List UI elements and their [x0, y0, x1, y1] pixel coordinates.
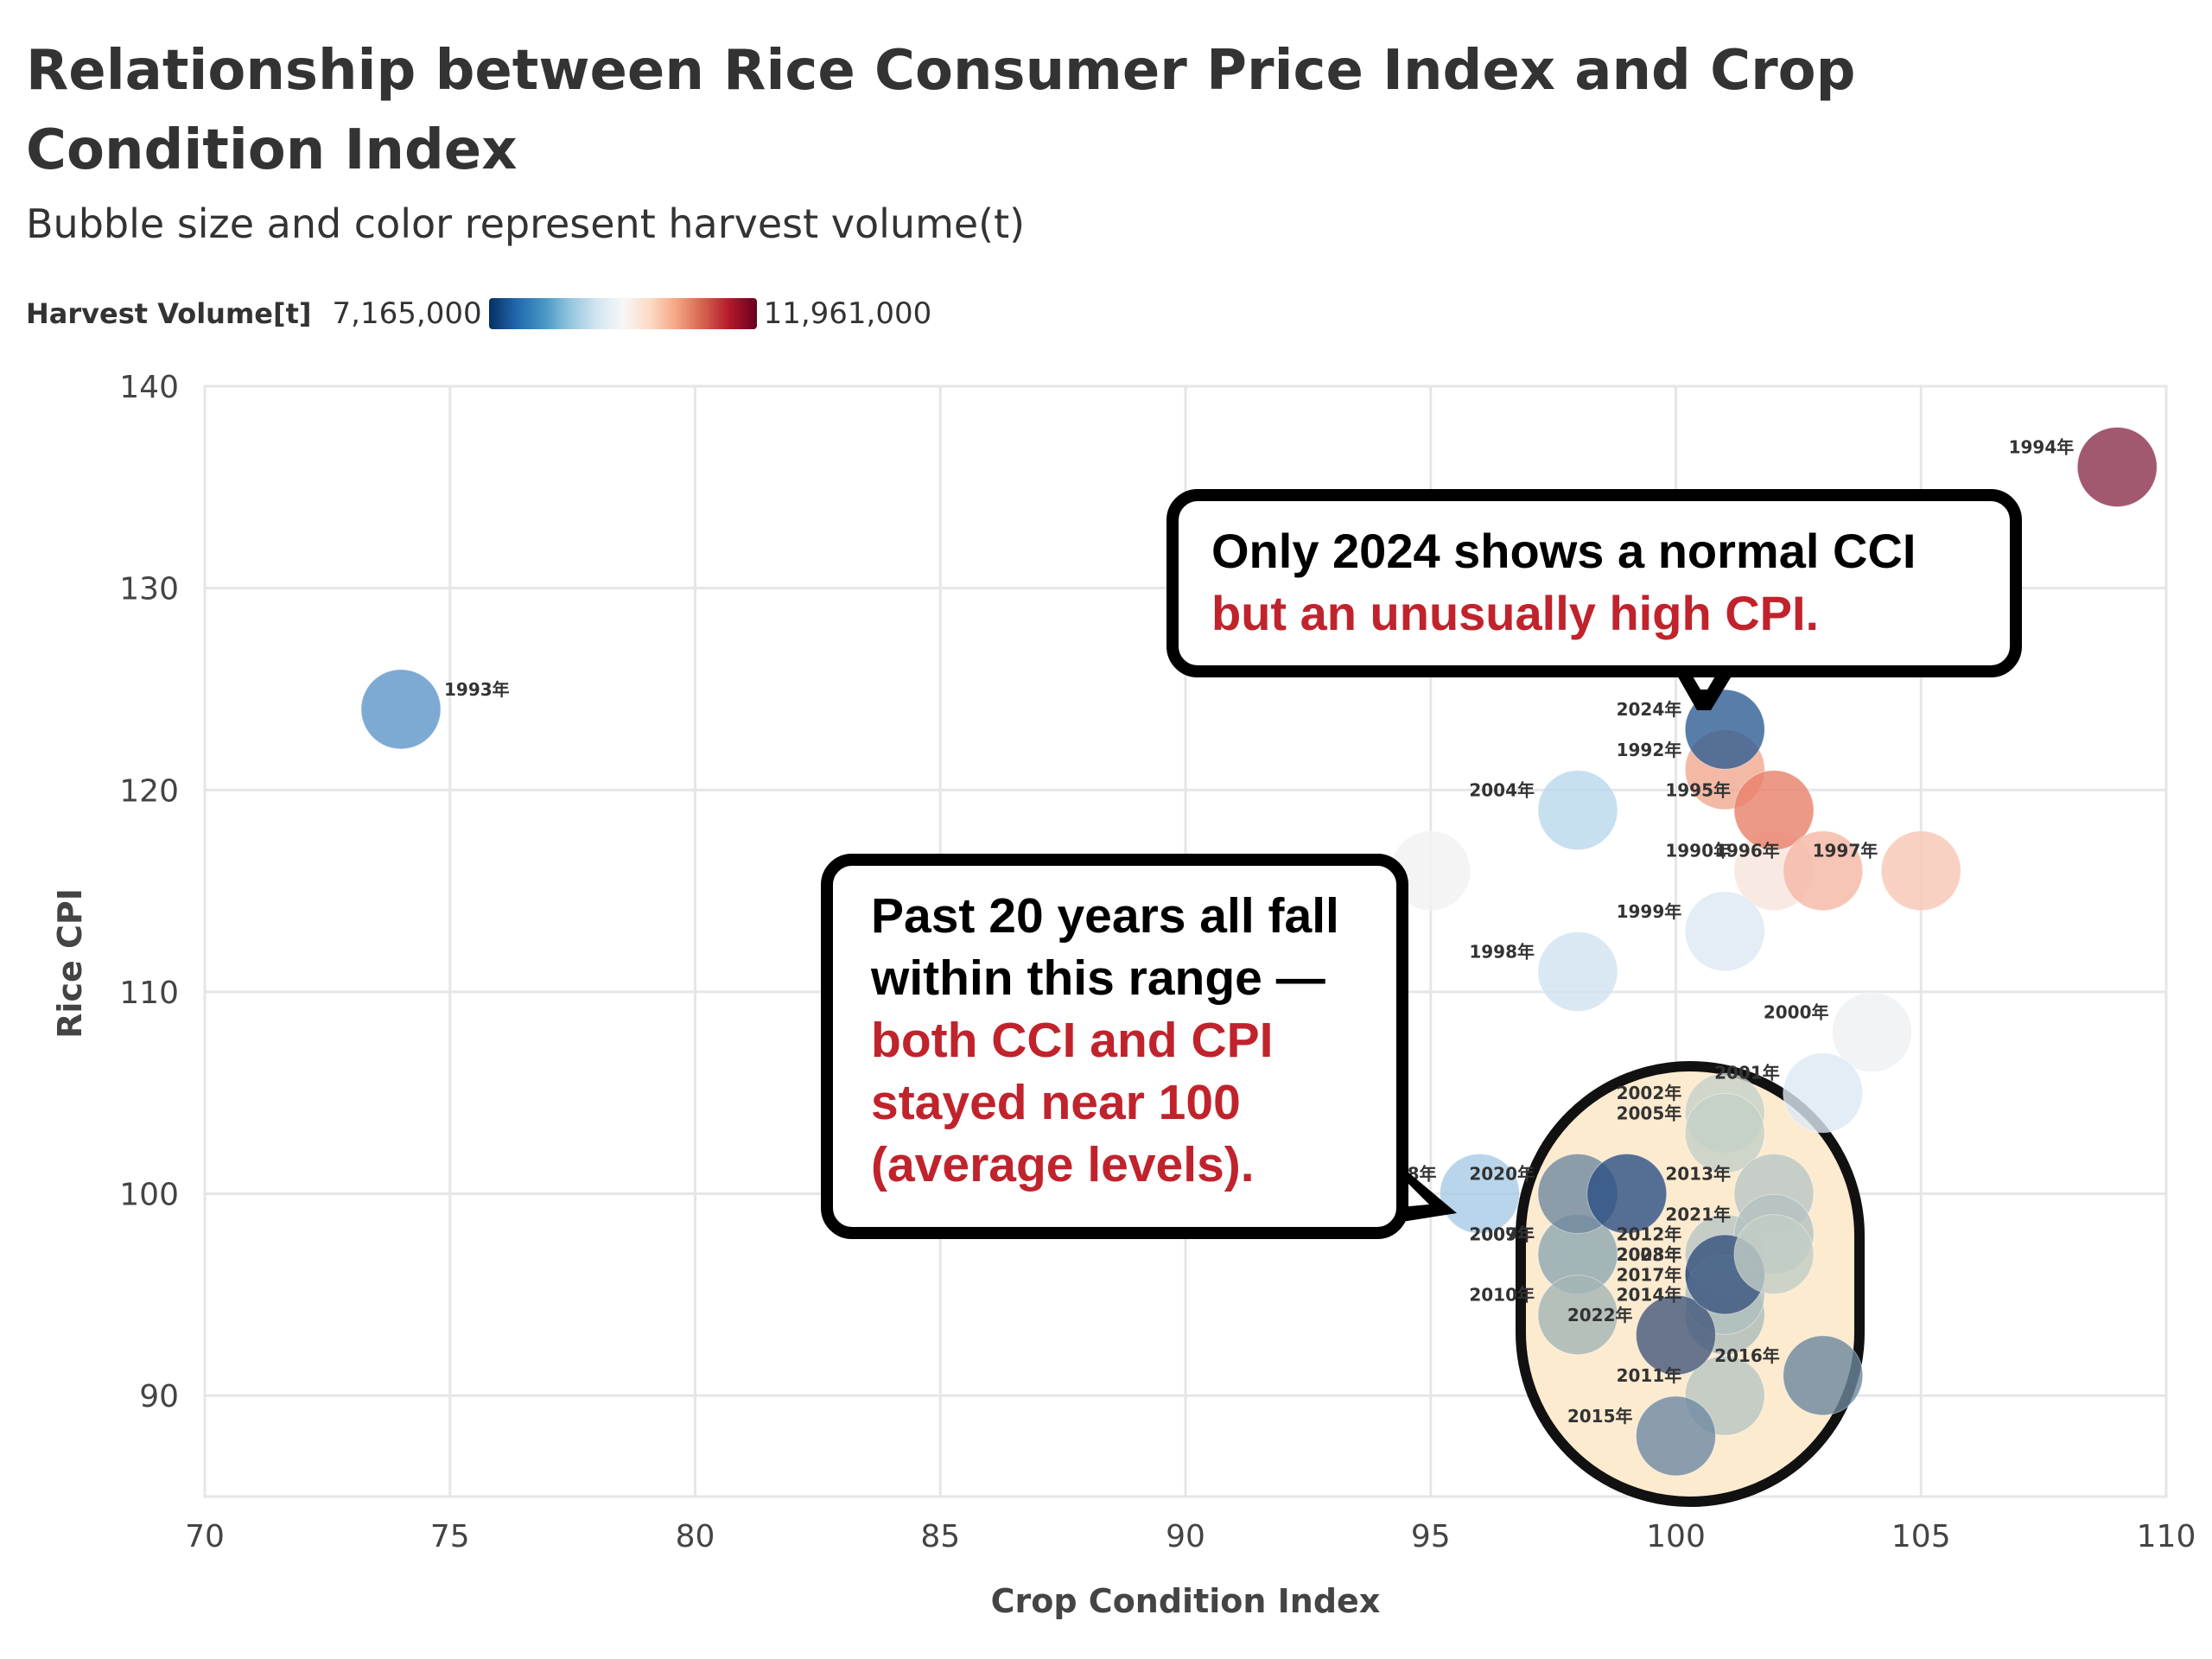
callout-left-line-5: (average levels). [871, 1137, 1255, 1192]
point-label: 1992年 [1617, 740, 1682, 760]
point-label: 1990年 [1665, 841, 1731, 861]
x-axis-title: Crop Condition Index [991, 1582, 1381, 1620]
point-label: 1996年 [1714, 841, 1780, 861]
chart-subtitle: Bubble size and color represent harvest … [26, 200, 1026, 247]
bubble-point [1684, 1092, 1765, 1173]
bubble-point [1684, 891, 1765, 972]
point-label: 2017年 [1617, 1264, 1682, 1285]
y-tick-label: 130 [119, 572, 179, 607]
legend-gradient-bar [488, 298, 757, 329]
callout-left-line-3: both CCI and CPI [871, 1013, 1274, 1068]
point-label: 2009年 [1469, 1224, 1535, 1245]
bubble-point [1783, 1335, 1864, 1416]
bubble-point [2076, 426, 2158, 507]
point-label: 1998年 [1469, 942, 1535, 963]
bubble-point [360, 669, 442, 750]
bubble-point [1636, 1294, 1716, 1376]
point-label: 1993年 [444, 679, 510, 700]
point-label: 2014年 [1617, 1285, 1682, 1306]
bubble-point [1783, 1052, 1864, 1134]
x-tick-label: 80 [676, 1519, 715, 1554]
y-tick-label: 100 [119, 1178, 179, 1213]
callout-left-line-1: Past 20 years all fall [871, 888, 1339, 944]
x-tick-label: 95 [1411, 1519, 1451, 1554]
x-tick-label: 105 [1891, 1519, 1951, 1554]
point-label: 2004年 [1469, 780, 1535, 801]
point-label: 2010年 [1469, 1285, 1535, 1306]
x-tick-label: 110 [2137, 1519, 2196, 1554]
legend-title: Harvest Volume[t] [26, 297, 312, 330]
legend-max-label: 11,961,000 [763, 296, 932, 331]
bubble-point [1783, 830, 1864, 912]
point-label: 2008年 [1617, 1244, 1682, 1265]
point-label: 1994年 [2009, 436, 2075, 457]
point-label: 2021年 [1665, 1204, 1731, 1224]
point-label: 2022年 [1567, 1305, 1633, 1325]
label-layer: 1990年 1992年 1993年 1994年 1995年 1996年 1997年 1998年… [444, 436, 2074, 1426]
x-tick-label: 85 [920, 1519, 960, 1554]
callout-top-line-2: but an unusually high CPI. [1211, 586, 1820, 640]
legend-min-label: 7,165,000 [332, 296, 482, 331]
point-label: 1995年 [1665, 780, 1731, 801]
bubble-point [1733, 1214, 1815, 1295]
point-label: 2024年 [1617, 699, 1682, 720]
y-tick-label: 140 [119, 370, 179, 405]
bubble-point [1537, 770, 1618, 851]
x-tick-label: 75 [430, 1519, 470, 1554]
callout-top-line-1: Only 2024 shows a normal CCI [1211, 524, 1916, 578]
callout-top: Only 2024 shows a normal CCI but an unus… [1166, 489, 2022, 677]
point-label: 2020年 [1469, 1164, 1535, 1185]
bubble-point [1880, 830, 1961, 912]
bubble-point [1586, 1154, 1668, 1235]
point-label: 2002年 [1617, 1083, 1682, 1103]
point-label: 2016年 [1714, 1345, 1780, 1366]
point-label: 2012年 [1617, 1224, 1682, 1245]
point-label: 2001年 [1714, 1063, 1780, 1084]
point-label: 1997年 [1813, 841, 1878, 861]
x-tick-label: 100 [1646, 1519, 1706, 1554]
point-label: 2013年 [1665, 1164, 1731, 1185]
x-tick-label: 70 [185, 1519, 225, 1554]
color-legend: Harvest Volume[t] 7,165,000 11,961,000 [26, 292, 931, 335]
bubble-point [1832, 992, 1912, 1073]
y-tick-label: 110 [119, 976, 179, 1011]
callout-left-line-2: within this range — [871, 950, 1325, 1006]
y-axis-title: Rice CPI [51, 888, 89, 1039]
bubble-point [1733, 770, 1815, 851]
point-label: 2000年 [1764, 1002, 1829, 1023]
callout-left: Past 20 years all fall within this range… [821, 854, 1408, 1239]
y-tick-label: 90 [139, 1379, 179, 1414]
x-tick-label: 90 [1166, 1519, 1205, 1554]
chart-title: Relationship between Rice Consumer Price… [26, 39, 1856, 182]
callout-left-line-4: stayed near 100 [871, 1075, 1241, 1130]
point-label: 2007年 [1469, 1224, 1535, 1245]
point-label: 1999年 [1617, 901, 1682, 922]
bubble-layer [360, 426, 2158, 1477]
bubble-point [1537, 1274, 1618, 1356]
point-label: 2023年 [1617, 1244, 1682, 1265]
bubble-point [1537, 931, 1618, 1013]
point-label: 2011年 [1617, 1365, 1682, 1386]
bubble-point [1440, 1154, 1520, 1235]
y-tick-label: 120 [119, 773, 179, 809]
point-label: 2015年 [1567, 1406, 1633, 1427]
bubble-point [1636, 1395, 1716, 1477]
point-label: 2005年 [1617, 1103, 1682, 1123]
